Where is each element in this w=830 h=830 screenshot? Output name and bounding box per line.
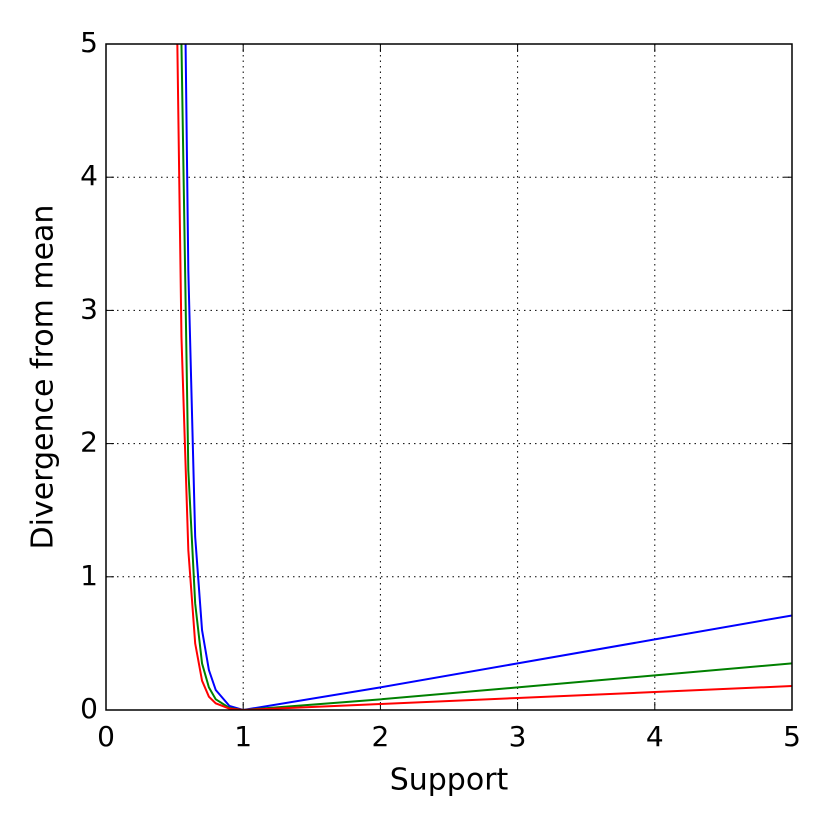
y-axis-label: Divergence from mean [26,205,61,550]
series-line [184,44,792,710]
series-line [180,44,792,710]
x-tick-label: 1 [234,720,252,753]
plot-area [176,44,792,710]
x-tick-label: 5 [783,720,801,753]
x-tick-label: 2 [371,720,389,753]
x-tick-label: 3 [509,720,527,753]
y-tick-label: 1 [80,559,98,592]
y-tick-label: 3 [80,292,98,325]
plot-frame [105,43,793,711]
y-tick-label: 2 [80,426,98,459]
x-tick-label: 4 [646,720,664,753]
x-axis-label: Support [390,763,509,798]
x-tick-label: 0 [97,720,115,753]
series-line [176,44,792,710]
y-tick-label: 0 [80,692,98,725]
y-tick-label: 5 [80,26,98,59]
y-tick-label: 4 [80,159,98,192]
